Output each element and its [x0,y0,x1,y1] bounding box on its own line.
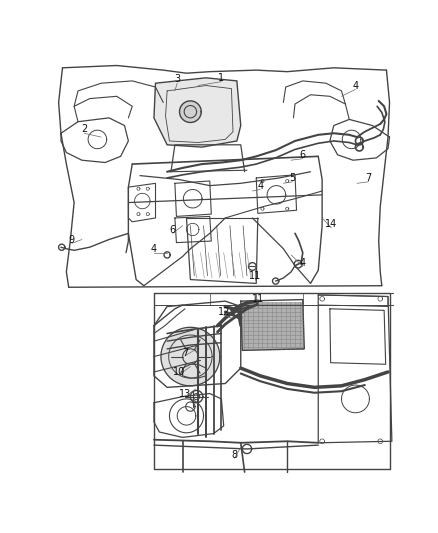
Text: 5: 5 [290,173,296,183]
Text: 6: 6 [170,224,176,235]
Text: 11: 11 [249,271,261,281]
Text: 11: 11 [252,294,264,304]
Text: 4: 4 [300,257,306,268]
Text: 7: 7 [365,173,372,183]
Text: 13: 13 [179,389,191,399]
Polygon shape [180,101,201,123]
Text: 4: 4 [353,80,359,91]
Text: 1: 1 [218,73,224,83]
Text: 4: 4 [151,244,157,254]
Text: 3: 3 [174,75,180,84]
Text: 2: 2 [81,124,87,134]
Text: 10: 10 [173,367,185,377]
Text: 9: 9 [69,235,75,245]
Text: 8: 8 [232,450,237,460]
Bar [241,302,304,350]
Text: 7: 7 [182,348,188,358]
Polygon shape [161,327,220,386]
Polygon shape [154,78,241,147]
Text: 14: 14 [325,219,338,229]
Text: 6: 6 [300,150,306,160]
Text: 4: 4 [257,181,263,191]
Text: 12: 12 [218,307,230,317]
